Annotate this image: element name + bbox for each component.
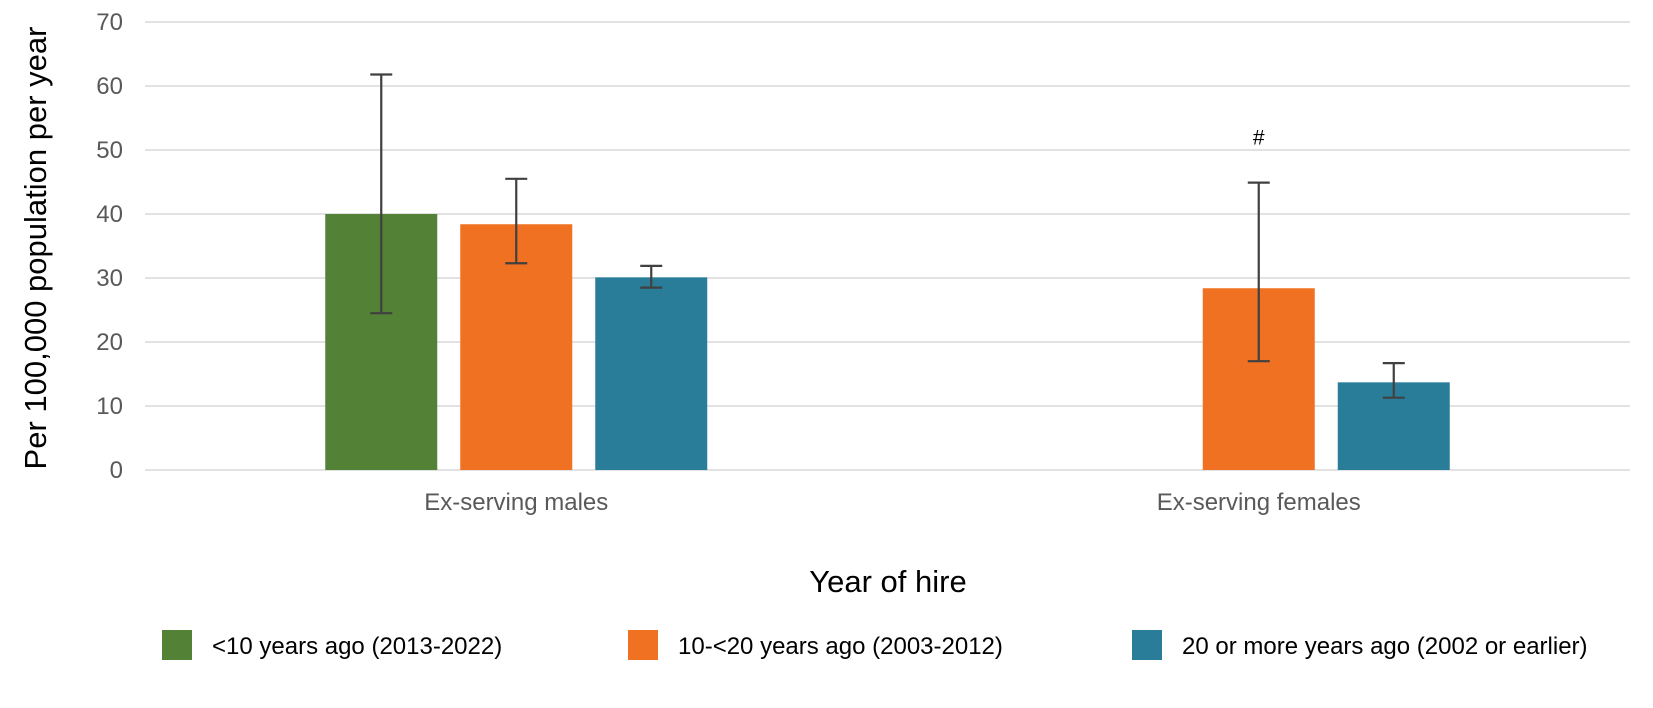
y-tick-label: 60 (96, 73, 123, 100)
error-bar (505, 177, 528, 265)
annotation-marker: # (1253, 127, 1265, 150)
y-tick-label: 10 (96, 393, 123, 420)
y-tick-label: 70 (96, 9, 123, 36)
error-bar (370, 73, 393, 315)
legend-item: <10 years ago (2013-2022) (162, 630, 502, 660)
category-label: Ex-serving males (424, 489, 608, 516)
y-axis-title: Per 100,000 population per year (18, 27, 53, 470)
legend-label: 20 or more years ago (2002 or earlier) (1182, 633, 1588, 660)
legend: <10 years ago (2013-2022) 10-<20 years ag… (162, 630, 1588, 660)
legend-swatch (628, 630, 658, 660)
error-bars (370, 73, 1405, 399)
y-axis-ticks: 0 10 20 30 40 50 60 70 (96, 9, 123, 484)
error-bar (640, 264, 663, 289)
y-tick-label: 30 (96, 265, 123, 292)
legend-item: 10-<20 years ago (2003-2012) (628, 630, 1003, 660)
legend-label: <10 years ago (2013-2022) (212, 633, 502, 660)
y-tick-label: 50 (96, 137, 123, 164)
legend-swatch (162, 630, 192, 660)
legend-label: 10-<20 years ago (2003-2012) (678, 633, 1003, 660)
error-bar (1247, 181, 1270, 363)
y-tick-label: 40 (96, 201, 123, 228)
legend-item: 20 or more years ago (2002 or earlier) (1132, 630, 1588, 660)
bar (595, 277, 708, 470)
y-tick-label: 20 (96, 329, 123, 356)
category-label: Ex-serving females (1157, 489, 1361, 516)
annotations: # (1253, 127, 1265, 150)
bar (460, 224, 573, 470)
y-tick-label: 0 (110, 457, 123, 484)
category-labels: Ex-serving males Ex-serving females (424, 489, 1361, 516)
x-axis-title: Year of hire (809, 564, 966, 599)
legend-swatch (1132, 630, 1162, 660)
error-bar (1382, 362, 1405, 399)
bars (325, 214, 1450, 470)
